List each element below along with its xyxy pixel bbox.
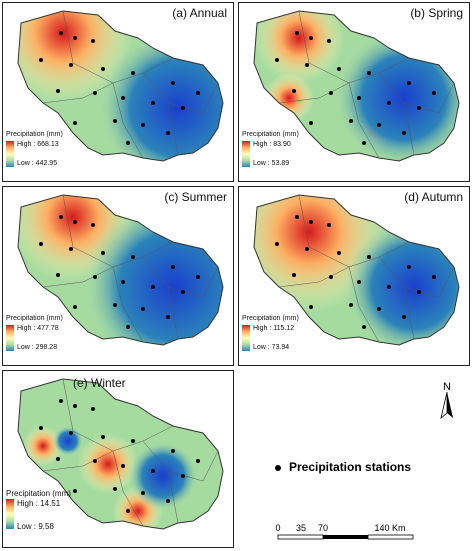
legend-title: Precipitation (mm) <box>6 131 63 138</box>
panel-title: (d) Autumn <box>404 190 463 204</box>
panel-title: (c) Summer <box>164 190 227 204</box>
autumn-precipitation-map <box>253 194 460 346</box>
color-ramp <box>242 141 250 167</box>
stations-legend: Precipitation stations <box>275 460 411 474</box>
stations-label: Precipitation stations <box>289 460 412 474</box>
color-ramp <box>242 325 250 351</box>
legend-high: High : 115.12 <box>253 325 295 332</box>
north-label: N <box>443 381 451 393</box>
scale-tick-2: 70 <box>318 523 328 533</box>
legend-high: High : 668.13 <box>17 141 59 148</box>
scale-tick-1: 35 <box>296 523 306 533</box>
legend-title: Precipitation (mm) <box>242 315 299 322</box>
legend-title: Precipitation (mm) <box>6 489 71 498</box>
summer-precipitation-map <box>17 194 224 346</box>
panel-annual: (a) Annual Precipitation (mm) High : 668… <box>2 2 234 182</box>
legend-low: Low : 53.89 <box>253 160 290 167</box>
color-ramp <box>6 325 14 351</box>
panel-title: (e) Winter <box>73 376 126 390</box>
panel-spring: (b) Spring Precipitation (mm) High : 83.… <box>238 2 470 182</box>
north-arrow-icon: N <box>440 381 453 420</box>
color-ramp <box>6 141 14 167</box>
legend-high: High : 14.51 <box>17 499 61 508</box>
panel-title: (b) Spring <box>410 6 463 20</box>
spring-precipitation-map <box>253 10 460 162</box>
legend: Precipitation (mm) High : 14.51 Low : 9.… <box>6 489 106 543</box>
legend: Precipitation (mm) High : 668.13 Low : 4… <box>6 131 96 177</box>
legend-low: Low : 442.95 <box>17 160 58 167</box>
panel-winter: (e) Winter Precipitation (mm) High : 14.… <box>2 370 234 548</box>
annual-precipitation-map <box>17 10 224 162</box>
winter-precipitation-map <box>17 378 224 530</box>
scale-tick-3: 140 Km <box>374 523 405 533</box>
legend-low: Low : 9.58 <box>17 522 54 531</box>
legend-high: High : 477.78 <box>17 325 59 332</box>
legend: Precipitation (mm) High : 477.78 Low : 2… <box>6 315 96 361</box>
legend-low: Low : 298.28 <box>17 344 58 351</box>
scale-bar: 0 35 70 140 Km <box>275 523 414 540</box>
legend: Precipitation (mm) High : 115.12 Low : 7… <box>242 315 332 361</box>
scale-tick-0: 0 <box>275 523 280 533</box>
panel-summer: (c) Summer Precipitation (mm) High : 477… <box>2 186 234 366</box>
station-marker-icon <box>275 464 281 471</box>
legend-low: Low : 73.94 <box>253 344 290 351</box>
panel-title: (a) Annual <box>172 6 227 20</box>
legend-title: Precipitation (mm) <box>6 315 63 322</box>
legend-high: High : 83.90 <box>253 141 291 148</box>
color-ramp <box>6 499 14 529</box>
panel-autumn: (d) Autumn Precipitation (mm) High : 115… <box>238 186 470 366</box>
legend: Precipitation (mm) High : 83.90 Low : 53… <box>242 131 332 177</box>
legend-title: Precipitation (mm) <box>242 131 299 138</box>
